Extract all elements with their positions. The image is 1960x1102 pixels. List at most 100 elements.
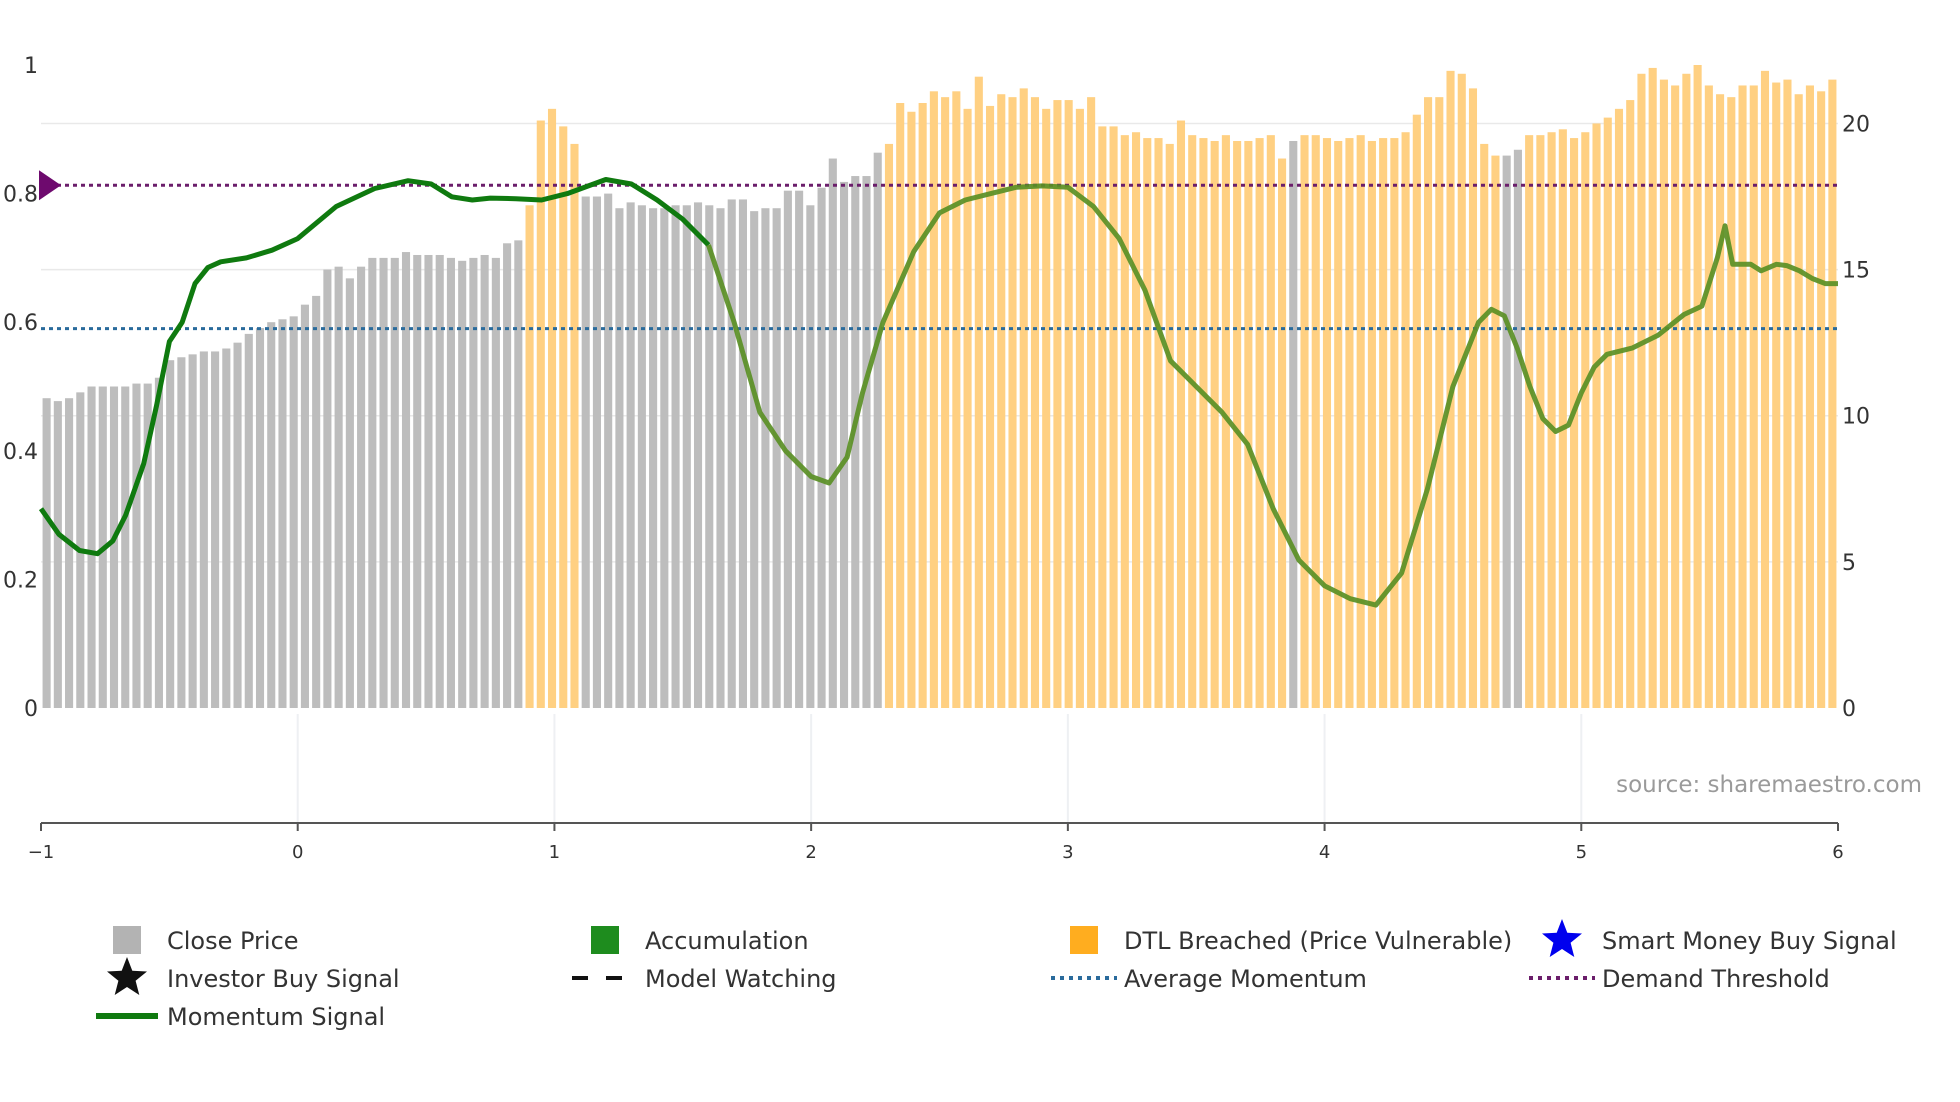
dtl-breached-bar xyxy=(1401,132,1410,709)
dtl-breached-bar xyxy=(963,108,972,709)
dtl-breached-bar xyxy=(1075,108,1084,709)
x-axis-tick-label: 1 xyxy=(549,842,560,863)
dtl-breached-bar xyxy=(559,126,568,708)
dtl-breached-bar xyxy=(1772,82,1781,709)
dtl-breached-bar xyxy=(1738,85,1747,708)
dtl-breached-bar xyxy=(1008,97,1017,708)
close-price-bar xyxy=(379,257,388,708)
close-price-bar xyxy=(716,208,725,708)
close-price-bar xyxy=(458,260,467,708)
dtl-breached-bar xyxy=(1659,79,1668,709)
legend-item: Close Price xyxy=(113,926,299,955)
close-price-bar xyxy=(177,357,186,708)
close-price-bar xyxy=(671,205,680,709)
markers xyxy=(39,170,61,201)
dtl-breached-bar xyxy=(1794,94,1803,709)
dtl-breached-bar xyxy=(1581,132,1590,709)
x-axis: −1 0 1 2 3 4 5 6 xyxy=(28,822,1844,863)
dtl-breached-bar xyxy=(1682,73,1691,708)
dtl-breached-bar xyxy=(1221,135,1230,708)
close-price-bar xyxy=(357,266,366,708)
dtl-breached-bar xyxy=(1805,85,1814,708)
close-price-bar xyxy=(267,322,276,708)
momentum-signal-line-primary xyxy=(38,177,711,557)
x-axis-tick-label: −1 xyxy=(28,842,55,863)
close-price-bar xyxy=(772,208,781,708)
dtl-breached-bar xyxy=(1491,155,1500,709)
close-price-bar xyxy=(649,208,658,708)
close-price-bar xyxy=(727,199,736,708)
close-price-bar xyxy=(817,187,826,708)
dtl-breached-bar xyxy=(1064,100,1073,708)
legend-label: Smart Money Buy Signal xyxy=(1602,927,1897,955)
close-price-bar xyxy=(65,398,74,708)
dtl-breached-bar xyxy=(1120,135,1129,708)
legend-item: Model Watching xyxy=(572,965,837,993)
dtl-breached-bar xyxy=(1525,135,1534,708)
dtl-breached-bar xyxy=(896,103,905,708)
dtl-breached-bar xyxy=(547,108,557,709)
dtl-breached-bar xyxy=(1704,85,1713,708)
close-price-bar xyxy=(750,211,759,708)
dtl-breached-bar xyxy=(1109,126,1118,708)
dtl-breached-bar xyxy=(1592,123,1601,708)
right-y-axis: 0 5 10 15 20 xyxy=(1842,113,1870,723)
close-price-bar xyxy=(783,190,792,708)
dtl-breached-bar xyxy=(570,143,579,708)
dtl-breached-bar xyxy=(1390,138,1399,708)
dtl-breached-bar xyxy=(1727,97,1736,708)
dtl-breached-bar xyxy=(1828,79,1837,709)
close-price-bar xyxy=(626,202,635,708)
close-price-bar xyxy=(211,351,220,708)
dtl-breached-bar xyxy=(536,120,545,708)
dtl-breached-bar xyxy=(1547,132,1556,709)
dtl-breached-bar xyxy=(1648,67,1657,709)
dtl-breached-bar xyxy=(1817,91,1826,709)
dtl-breached-bar xyxy=(974,76,983,708)
close-price-bar xyxy=(682,205,691,709)
price-bars xyxy=(42,65,1837,709)
dtl-breached-bar xyxy=(1154,138,1163,708)
close-price-bar xyxy=(637,205,646,709)
close-price-bar xyxy=(851,176,860,708)
close-price-bar xyxy=(233,342,242,708)
dtl-breached-bar xyxy=(952,91,961,709)
close-price-bar xyxy=(446,257,455,708)
x-axis-tick-label: 4 xyxy=(1319,842,1330,863)
close-price-bar xyxy=(401,252,411,709)
demand-threshold-marker xyxy=(39,170,61,201)
dtl-breached-bar xyxy=(1435,97,1444,708)
dtl-breached-bar xyxy=(1480,143,1489,708)
dtl-breached-bar xyxy=(1278,158,1287,708)
close-price-bar xyxy=(289,316,298,708)
close-price-bar xyxy=(255,328,265,708)
close-price-bar xyxy=(873,152,882,708)
close-price-bar xyxy=(660,208,669,708)
dtl-breached-bar xyxy=(929,91,938,709)
right-axis-tick-label: 10 xyxy=(1842,405,1870,430)
close-price-bar xyxy=(839,181,849,708)
close-price-bar xyxy=(862,176,871,708)
close-price-bar xyxy=(109,386,119,708)
dtl-breached-bar xyxy=(1716,94,1725,709)
legend-item: Accumulation xyxy=(591,926,809,955)
left-y-axis: 0 0.2 0.4 0.6 0.8 1 xyxy=(3,54,38,722)
close-price-bar xyxy=(1513,149,1522,708)
x-axis-tick-label: 0 xyxy=(292,842,303,863)
dtl-breached-bar xyxy=(1671,85,1680,708)
legend-label: Demand Threshold xyxy=(1602,965,1830,993)
dtl-breached-bar xyxy=(997,94,1006,709)
dtl-breached-bar xyxy=(525,205,534,709)
dtl-breached-bar xyxy=(1255,138,1264,708)
dtl-breached-bar xyxy=(1693,65,1702,708)
dtl-breached-bar xyxy=(1300,135,1309,708)
close-price-bar xyxy=(244,333,253,708)
close-price-bar xyxy=(1502,155,1511,709)
close-price-bar xyxy=(705,205,714,709)
dtl-breached-bar xyxy=(1199,138,1208,708)
dtl-breached-bar xyxy=(1637,73,1646,708)
legend-item: Demand Threshold xyxy=(1529,965,1830,993)
dtl-breached-bar xyxy=(1558,129,1567,709)
dtl-breached-bar xyxy=(1457,73,1466,708)
